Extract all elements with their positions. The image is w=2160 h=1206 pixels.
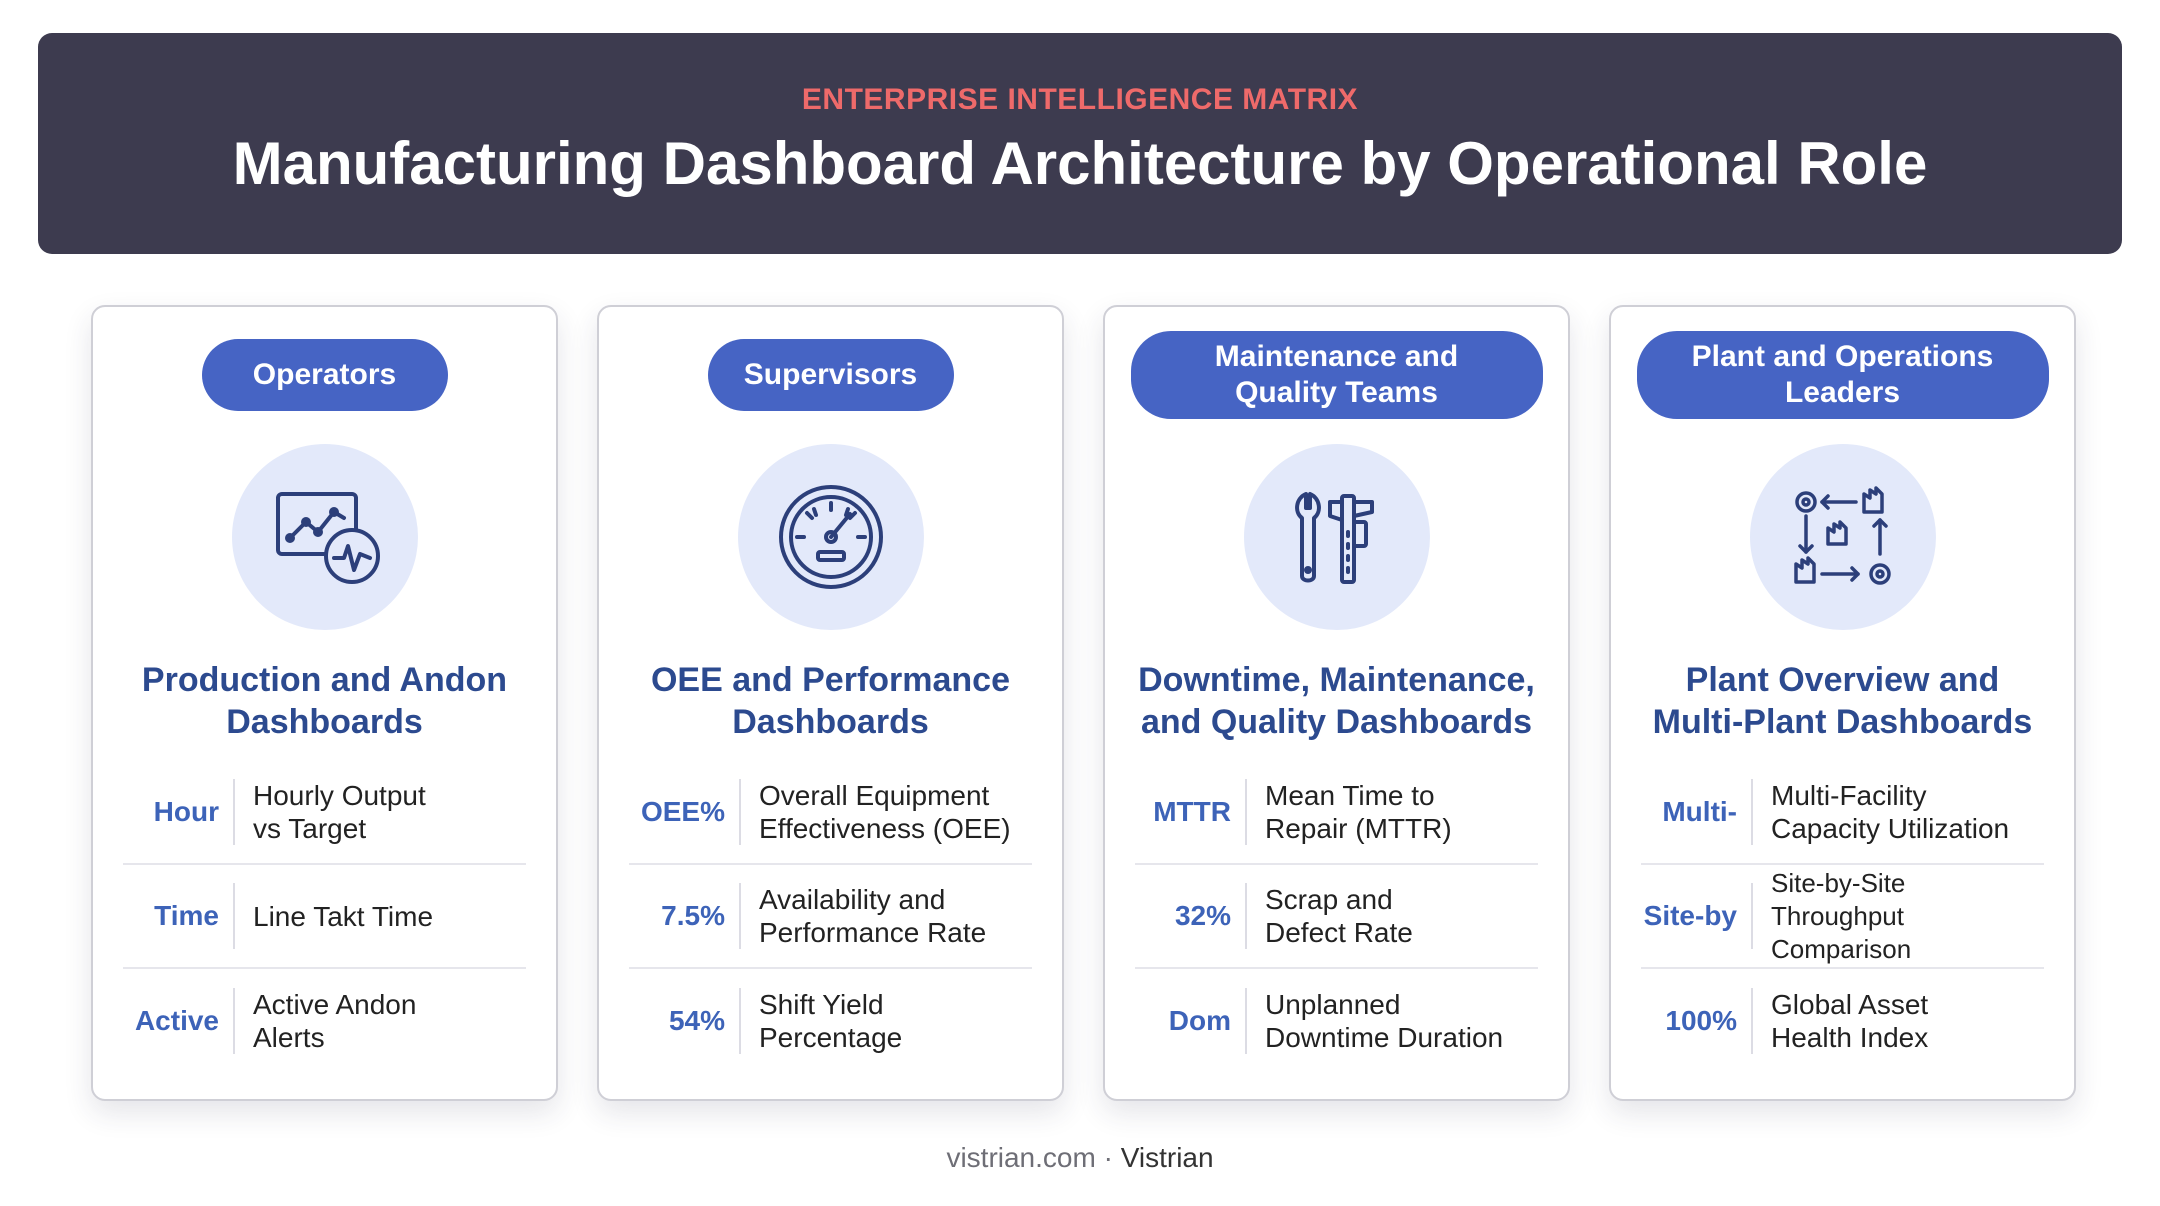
metric-list: MTTR Mean Time to Repair (MTTR) 32% Scrap … — [1135, 761, 1538, 1073]
divider — [1751, 988, 1753, 1054]
role-card-maintenance-quality: Maintenance and Quality Teams Downtime, … — [1103, 305, 1570, 1101]
card-title: OEE and Performance Dashboards — [650, 661, 1010, 741]
metric-label: Overall Equipment Effectiveness (OEE) — [759, 780, 1011, 844]
metric-row: OEE% Overall Equipment Effectiveness (OEE… — [629, 761, 1032, 865]
metric-label: Multi-Facility Capacity Utilization — [1771, 780, 2010, 844]
header-eyebrow: ENTERPRISE INTELLIGENCE MATRIX — [801, 83, 1359, 116]
divider — [739, 988, 741, 1054]
gauge-icon — [737, 444, 924, 630]
divider — [233, 988, 235, 1054]
metric-label: Unplanned Downtime Duration — [1265, 989, 1504, 1053]
divider — [739, 779, 741, 845]
card-title: Production and Andon Dashboards — [141, 661, 508, 741]
metric-tag: 7.5% — [661, 900, 725, 931]
metric-row: MTTR Mean Time to Repair (MTTR) — [1135, 761, 1538, 865]
metric-tag: OEE% — [640, 796, 725, 827]
metric-label: Active Andon Alerts — [253, 989, 417, 1053]
footer-separator: · — [1095, 1142, 1121, 1173]
metric-tag: Site-by — [1643, 900, 1737, 931]
role-card-supervisors: Supervisors OEE and Performance Dashboar… — [597, 305, 1064, 1101]
card-title: Downtime, Maintenance, and Quality Dashb… — [1138, 661, 1535, 741]
multi-plant-network-icon — [1749, 444, 1936, 630]
wrench-caliper-icon — [1243, 444, 1430, 630]
divider — [1245, 883, 1247, 949]
header-banner: ENTERPRISE INTELLIGENCE MATRIX Manufactu… — [38, 33, 2122, 254]
trend-chart-pulse-icon — [231, 444, 418, 630]
metric-tag: Multi- — [1662, 796, 1737, 827]
metric-list: Hour Hourly Output vs Target Time Line Tak… — [123, 761, 526, 1073]
divider — [1751, 779, 1753, 845]
metric-label: Site-by-Site Throughput Comparison — [1771, 867, 1912, 964]
metric-row: 54% Shift Yield Percentage — [629, 969, 1032, 1073]
metric-row: 100% Global Asset Health Index — [1641, 969, 2044, 1073]
role-card-plant-leaders: Plant and Operations Leaders Plant Overv… — [1609, 305, 2076, 1101]
metric-tag: Dom — [1168, 1005, 1231, 1036]
divider — [1751, 883, 1753, 949]
metric-tag: 100% — [1665, 1005, 1737, 1036]
role-pill: Maintenance and Quality Teams — [1130, 331, 1543, 419]
metric-row: Hour Hourly Output vs Target — [123, 761, 526, 865]
page-title: Manufacturing Dashboard Architecture by … — [232, 130, 1928, 197]
card-title: Plant Overview and Multi-Plant Dashboard… — [1652, 661, 2033, 741]
role-pill: Operators — [201, 339, 448, 411]
metric-row: Active Active Andon Alerts — [123, 969, 526, 1073]
metric-row: Time Line Takt Time — [123, 865, 526, 969]
divider — [233, 779, 235, 845]
metric-row: 7.5% Availability and Performance Rate — [629, 865, 1032, 969]
role-pill: Plant and Operations Leaders — [1636, 331, 2049, 419]
divider — [233, 883, 235, 949]
footer-credit: vistrian.com · Vistrian — [0, 1142, 2160, 1174]
metric-list: OEE% Overall Equipment Effectiveness (OEE… — [629, 761, 1032, 1073]
metric-tag: Active — [134, 1005, 219, 1036]
metric-label: Global Asset Health Index — [1771, 989, 1929, 1053]
metric-tag: MTTR — [1153, 796, 1231, 827]
metric-tag: 54% — [668, 1005, 725, 1036]
metric-row: Site-by Site-by-Site Throughput Compariso… — [1641, 865, 2044, 969]
role-pill: Supervisors — [707, 339, 954, 411]
metric-label: Hourly Output vs Target — [253, 780, 426, 844]
metric-label: Scrap and Defect Rate — [1265, 884, 1413, 948]
metric-label: Mean Time to Repair (MTTR) — [1265, 780, 1452, 844]
footer-brand: Vistrian — [1120, 1142, 1214, 1173]
metric-tag: Time — [154, 900, 219, 931]
divider — [1245, 779, 1247, 845]
footer-site: vistrian.com — [946, 1142, 1096, 1173]
metric-list: Multi- Multi-Facility Capacity Utilizatio… — [1641, 761, 2044, 1073]
metric-label: Availability and Performance Rate — [759, 884, 987, 948]
metric-tag: 32% — [1174, 900, 1231, 931]
divider — [1245, 988, 1247, 1054]
role-card-operators: Operators Production and Andon Dashboard… — [91, 305, 558, 1101]
metric-row: 32% Scrap and Defect Rate — [1135, 865, 1538, 969]
metric-label: Line Takt Time — [253, 900, 434, 932]
metric-tag: Hour — [153, 796, 219, 827]
metric-row: Dom Unplanned Downtime Duration — [1135, 969, 1538, 1073]
divider — [739, 883, 741, 949]
metric-label: Shift Yield Percentage — [759, 989, 903, 1053]
metric-row: Multi- Multi-Facility Capacity Utilizatio… — [1641, 761, 2044, 865]
